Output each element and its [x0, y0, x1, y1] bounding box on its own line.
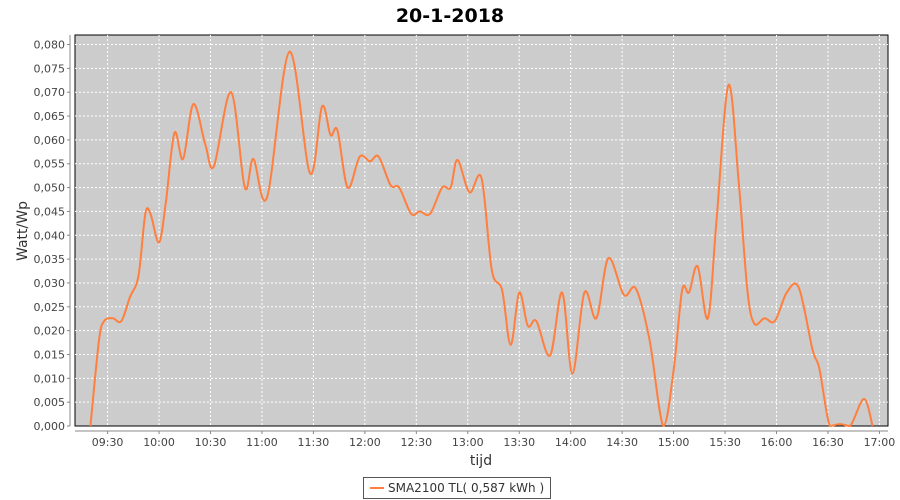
- x-tick-label: 13:00: [452, 436, 484, 449]
- y-tick-label: 0,040: [34, 229, 66, 242]
- chart-title: 20-1-2018: [396, 5, 504, 27]
- y-tick-label: 0,065: [34, 110, 66, 123]
- x-tick-label: 14:30: [606, 436, 638, 449]
- y-tick-label: 0,070: [34, 86, 66, 99]
- y-axis: 0,000 0,005 0,010 0,015 0,020 0,025 0,030 0,035…: [34, 35, 71, 433]
- x-tick-label: 11:30: [298, 436, 330, 449]
- legend-swatch: [370, 487, 384, 489]
- x-tick-label: 17:00: [864, 436, 896, 449]
- chart: 20-1-2018 0,000 0,005 0,010 0,015 0,020 0,025…: [15, 5, 896, 469]
- y-tick-label: 0,020: [34, 325, 66, 338]
- x-tick-label: 13:30: [503, 436, 535, 449]
- y-tick-label: 0,005: [34, 396, 66, 409]
- y-tick-label: 0,035: [34, 253, 66, 266]
- y-tick-label: 0,030: [34, 277, 66, 290]
- x-tick-label: 12:00: [349, 436, 381, 449]
- x-tick-label: 14:00: [555, 436, 587, 449]
- x-tick-label: 12:30: [400, 436, 432, 449]
- y-axis-label: Watt/Wp: [15, 201, 31, 261]
- plot-area: [74, 34, 889, 427]
- x-tick-label: 11:00: [246, 436, 278, 449]
- y-tick-label: 0,050: [34, 182, 66, 195]
- y-tick-label: 0,010: [34, 372, 66, 385]
- y-tick-label: 0,000: [34, 420, 66, 433]
- x-tick-label: 09:30: [92, 436, 124, 449]
- x-tick-label: 16:00: [761, 436, 793, 449]
- grid: [75, 35, 888, 426]
- y-tick-label: 0,055: [34, 158, 66, 171]
- y-tick-label: 0,025: [34, 301, 66, 314]
- y-tick-label: 0,015: [34, 348, 66, 361]
- x-tick-label: 16:30: [812, 436, 844, 449]
- y-tick-label: 0,080: [34, 39, 66, 52]
- x-tick-label: 15:30: [709, 436, 741, 449]
- series-line: [89, 50, 874, 428]
- x-axis: 09:30 10:00 10:30 11:00 11:30 12:00 12:30 13:00…: [75, 430, 896, 449]
- legend: SMA2100 TL( 0,587 kWh ): [363, 477, 552, 499]
- x-tick-label: 10:00: [143, 436, 175, 449]
- y-tick-label: 0,045: [34, 205, 66, 218]
- y-tick-label: 0,075: [34, 62, 66, 75]
- y-tick-label: 0,060: [34, 134, 66, 147]
- x-axis-label: tijd: [470, 453, 492, 469]
- legend-label: SMA2100 TL( 0,587 kWh ): [388, 481, 545, 495]
- x-tick-label: 10:30: [195, 436, 227, 449]
- x-tick-label: 15:00: [658, 436, 690, 449]
